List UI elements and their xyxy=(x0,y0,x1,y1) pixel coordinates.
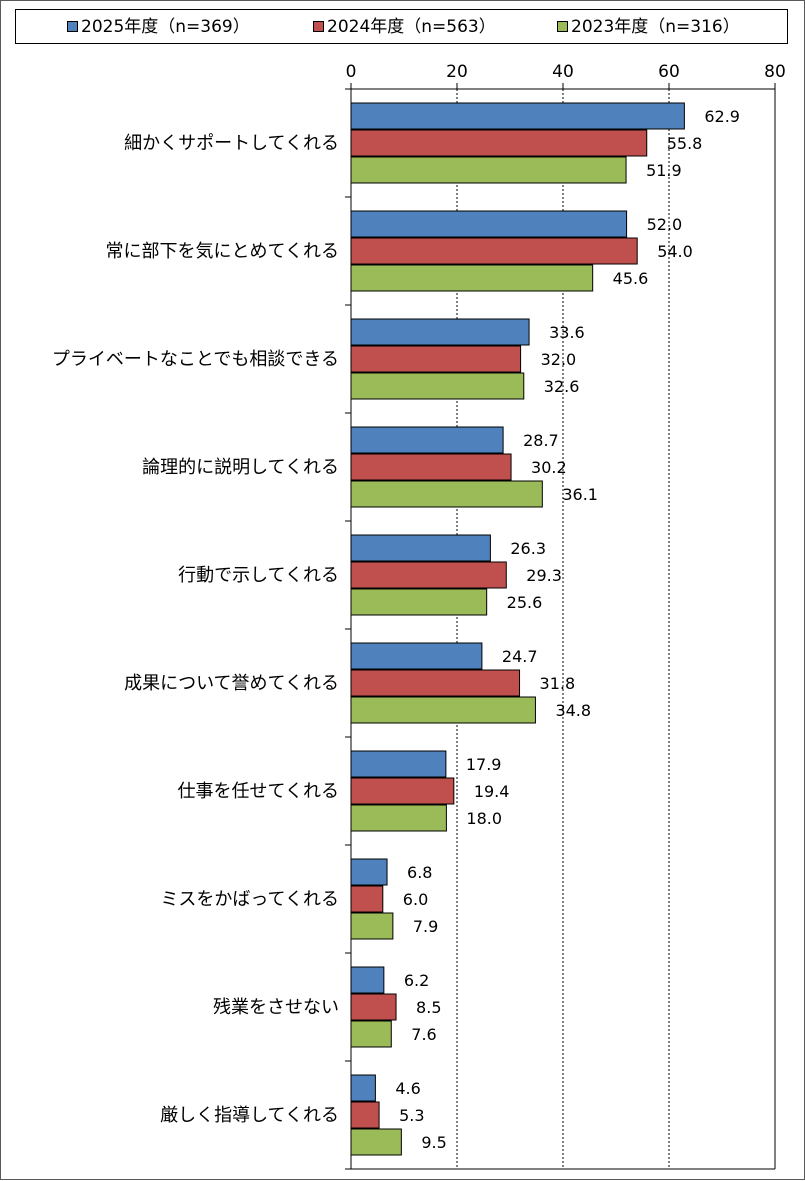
category-label: ミスをかばってくれる xyxy=(160,889,339,910)
data-label: 33.6 xyxy=(549,323,585,342)
bar xyxy=(350,426,504,454)
bar xyxy=(350,534,491,562)
bar xyxy=(350,642,483,670)
legend: 2025年度（n=369） 2024年度（n=563） 2023年度（n=316… xyxy=(15,9,788,44)
x-tick-label-0: 0 xyxy=(346,62,357,82)
data-label: 45.6 xyxy=(613,269,649,288)
bar xyxy=(350,669,521,697)
data-label: 4.6 xyxy=(395,1079,420,1098)
data-label: 6.2 xyxy=(404,971,429,990)
category-label: 仕事を任せてくれる xyxy=(178,781,339,802)
bar xyxy=(350,318,530,346)
data-label: 36.1 xyxy=(562,485,598,504)
bar xyxy=(350,885,384,913)
data-label: 7.6 xyxy=(411,1025,436,1044)
data-label: 19.4 xyxy=(474,782,510,801)
data-label: 55.8 xyxy=(667,134,703,153)
bar xyxy=(350,237,638,265)
category-label: 論理的に説明してくれる xyxy=(142,457,339,478)
category-label: 成果について誉めてくれる xyxy=(124,673,339,694)
x-tick-label-40: 40 xyxy=(552,62,574,82)
x-tick-label-20: 20 xyxy=(446,62,468,82)
data-label: 51.9 xyxy=(646,161,682,180)
bar xyxy=(350,1101,380,1129)
data-label: 24.7 xyxy=(502,647,538,666)
data-label: 26.3 xyxy=(510,539,546,558)
bar xyxy=(350,993,397,1021)
data-label: 25.6 xyxy=(507,593,543,612)
category-label: 厳しく指導してくれる xyxy=(160,1105,339,1126)
bar xyxy=(350,966,385,994)
x-tick-label-80: 80 xyxy=(764,62,786,82)
bar xyxy=(350,804,447,832)
bar xyxy=(350,750,447,778)
data-label: 7.9 xyxy=(413,917,438,936)
bar xyxy=(350,156,627,184)
bar xyxy=(350,372,525,400)
bar xyxy=(350,777,455,805)
data-label: 32.6 xyxy=(544,377,580,396)
legend-label-2025: 2025年度（n=369） xyxy=(81,17,250,37)
bar xyxy=(350,696,536,724)
data-label: 6.8 xyxy=(407,863,432,882)
bar xyxy=(350,858,388,886)
legend-swatch-2025 xyxy=(67,21,78,32)
data-label: 52.0 xyxy=(647,215,683,234)
bar xyxy=(350,480,543,508)
data-label: 32.0 xyxy=(541,350,577,369)
bar xyxy=(350,912,394,940)
bar xyxy=(350,1020,392,1048)
bar xyxy=(350,1074,376,1102)
data-label: 62.9 xyxy=(704,107,740,126)
category-label: 行動で示してくれる xyxy=(178,565,339,586)
data-label: 31.8 xyxy=(540,674,576,693)
data-label: 8.5 xyxy=(416,998,441,1017)
data-label: 34.8 xyxy=(555,701,591,720)
bar xyxy=(350,264,594,292)
legend-swatch-2024 xyxy=(313,21,324,32)
data-label: 54.0 xyxy=(657,242,693,261)
category-label: プライベートなことでも相談できる xyxy=(52,349,339,370)
bar xyxy=(350,1128,402,1156)
data-label: 18.0 xyxy=(466,809,502,828)
data-label: 29.3 xyxy=(526,566,562,585)
data-label: 17.9 xyxy=(466,755,502,774)
data-label: 30.2 xyxy=(531,458,567,477)
category-label: 常に部下を気にとめてくれる xyxy=(106,241,339,262)
bar xyxy=(350,345,522,373)
data-label: 6.0 xyxy=(403,890,428,909)
bar xyxy=(350,102,685,130)
bar xyxy=(350,561,507,589)
legend-label-2024: 2024年度（n=563） xyxy=(327,17,496,37)
category-label: 細かくサポートしてくれる xyxy=(124,133,339,154)
bar xyxy=(350,453,512,481)
data-label: 5.3 xyxy=(399,1106,424,1125)
category-label: 残業をさせない xyxy=(213,997,339,1018)
data-label: 9.5 xyxy=(421,1133,446,1152)
legend-label-2023: 2023年度（n=316） xyxy=(571,17,740,37)
legend-swatch-2023 xyxy=(557,21,568,32)
x-tick-label-60: 60 xyxy=(658,62,680,82)
bar xyxy=(350,129,648,157)
bar xyxy=(350,588,488,616)
bar xyxy=(350,210,628,238)
data-label: 28.7 xyxy=(523,431,559,450)
